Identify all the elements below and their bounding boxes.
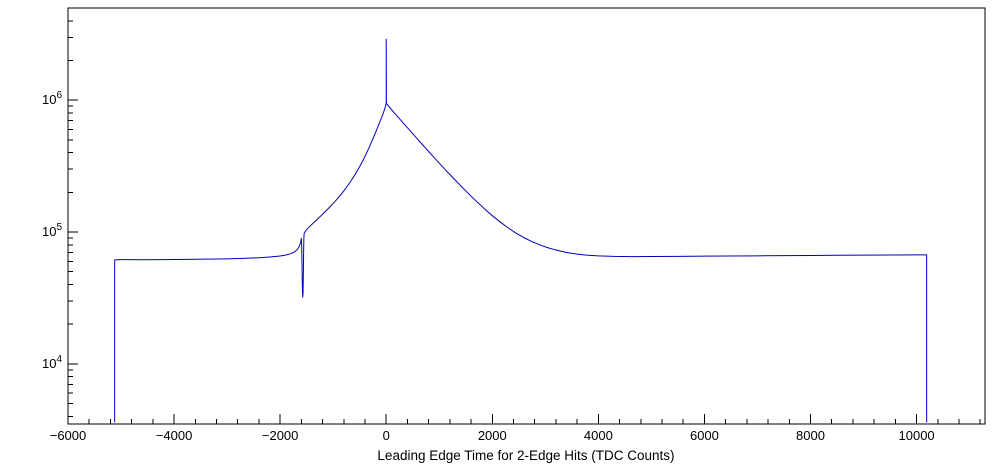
x-tick-label: −2000 <box>262 428 299 443</box>
y-tick-label: 104 <box>42 354 62 371</box>
x-tick-label: −6000 <box>50 428 87 443</box>
x-tick-label: 6000 <box>690 428 719 443</box>
x-tick-label: 8000 <box>796 428 825 443</box>
y-tick-label: 106 <box>42 90 62 107</box>
x-tick-label: 10000 <box>899 428 935 443</box>
x-axis-title: Leading Edge Time for 2-Edge Hits (TDC C… <box>377 448 674 463</box>
series-leading-edge-time-histogram <box>114 38 928 423</box>
x-tick-label: 0 <box>383 428 390 443</box>
plot-generated-layer: −6000 −4000 −2000 0 2000 4000 6000 8000 10000 104… <box>42 7 986 443</box>
x-tick-label: 2000 <box>478 428 507 443</box>
plot-frame <box>67 7 986 425</box>
x-tick-label: −4000 <box>156 428 193 443</box>
x-tick-label: 4000 <box>584 428 613 443</box>
y-tick-label: 105 <box>42 222 62 239</box>
